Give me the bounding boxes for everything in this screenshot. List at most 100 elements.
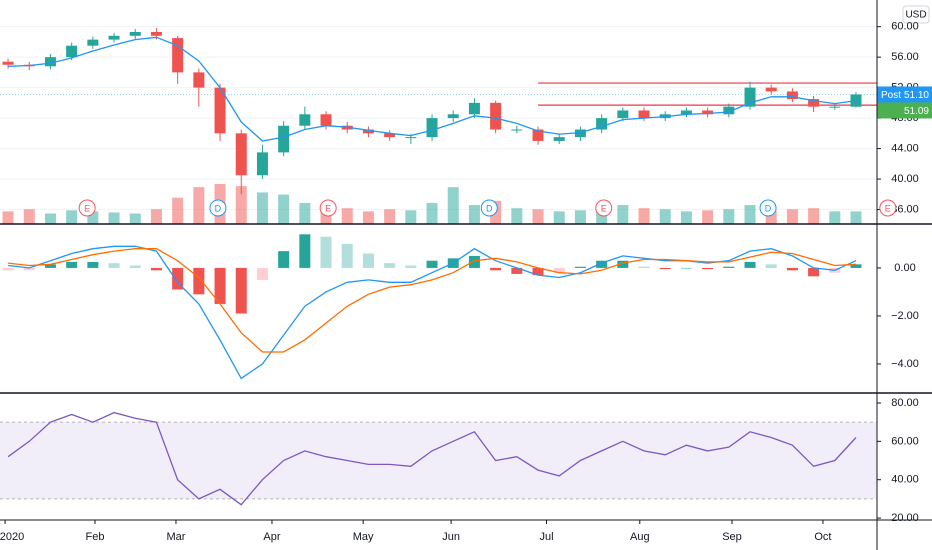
volume-bar <box>87 211 99 224</box>
volume-bar <box>2 211 14 224</box>
rsi-line <box>7 411 857 506</box>
histogram-bar <box>426 260 438 268</box>
event-label: D <box>486 203 493 213</box>
histogram-bar <box>129 265 141 268</box>
histogram-bar <box>150 267 162 271</box>
candle-body <box>66 45 78 58</box>
histogram-bar <box>44 264 56 268</box>
candle-body <box>765 87 777 92</box>
macd-line <box>8 248 857 353</box>
event-marker <box>879 199 897 217</box>
volume-bar <box>744 205 756 224</box>
candle-body <box>723 106 735 115</box>
y-tick-label: −2.00 <box>891 310 919 322</box>
currency: USD <box>905 10 926 21</box>
y-tick-label: −4.00 <box>891 358 919 370</box>
volume-bar <box>278 194 290 224</box>
histogram-bar <box>702 267 714 270</box>
volume-bar <box>362 211 374 224</box>
volume-bar <box>808 208 820 224</box>
candle-body <box>193 72 205 88</box>
volume-bar <box>150 209 162 224</box>
last-price-box <box>877 86 932 103</box>
volume-bar <box>299 202 311 224</box>
volume-bar <box>108 212 120 224</box>
histogram-bar <box>66 261 78 268</box>
histogram-bar <box>384 263 396 268</box>
plot-layer: 36.0040.0044.0048.0052.0056.0060.002020F… <box>0 21 932 543</box>
volume-bar <box>702 210 714 224</box>
histogram-bar <box>765 264 777 268</box>
histogram-bar <box>786 267 798 271</box>
histogram-bar <box>744 261 756 268</box>
x-tick-label: May <box>353 531 374 543</box>
histogram-bar <box>256 267 268 280</box>
candle-body <box>405 137 417 139</box>
histogram-bar <box>320 236 332 268</box>
histogram-bar <box>362 253 374 268</box>
volume-bar <box>256 192 268 224</box>
histogram-bar <box>638 266 650 268</box>
histogram-bar <box>23 267 35 271</box>
x-tick-label: Aug <box>630 531 650 543</box>
volume-bar <box>384 209 396 224</box>
volume-bar <box>66 210 78 224</box>
candle-body <box>87 39 99 46</box>
histogram-bar <box>108 263 120 268</box>
event-label: E <box>325 203 331 213</box>
candle-body <box>532 129 544 141</box>
volume-bar <box>44 213 56 224</box>
candle-body <box>2 61 14 65</box>
candle-body <box>702 110 714 115</box>
volume-bar <box>553 211 565 224</box>
candle-body <box>617 110 629 119</box>
volume-bar <box>426 202 438 224</box>
event-marker <box>595 199 613 217</box>
ma-label-box <box>877 102 932 119</box>
histogram-bar <box>341 243 353 268</box>
candle-body <box>214 87 226 134</box>
event-marker <box>759 199 777 217</box>
event-marker <box>209 199 227 217</box>
histogram-bar <box>405 265 417 268</box>
histogram-bar <box>299 234 311 268</box>
candle-body <box>511 129 523 131</box>
y-tick-label: 56.00 <box>891 51 919 63</box>
volume-bar <box>511 208 523 224</box>
ma-label: 51.09 <box>904 106 929 117</box>
volume-bar <box>850 211 862 224</box>
volume-bar <box>447 187 459 224</box>
rsi-band <box>0 422 877 499</box>
event-marker <box>319 199 337 217</box>
histogram-bar <box>617 260 629 268</box>
candle-body <box>44 57 56 67</box>
event-marker <box>78 199 96 217</box>
candle-body <box>850 94 862 107</box>
volume-bar <box>193 187 205 224</box>
event-label: D <box>765 203 772 213</box>
candle-body <box>829 106 841 108</box>
candle-body <box>150 32 162 36</box>
x-tick-label: Apr <box>263 531 280 543</box>
y-tick-label: 36.00 <box>891 203 919 215</box>
candle-body <box>680 110 692 115</box>
volume-bar <box>468 205 480 224</box>
volume-bar <box>574 210 586 224</box>
candle-body <box>596 118 608 130</box>
x-tick-label: Mar <box>166 531 185 543</box>
candle-body <box>172 38 184 73</box>
candle-body <box>574 129 586 138</box>
volume-bar <box>172 197 184 224</box>
candle-body <box>786 91 798 100</box>
x-tick-label: Feb <box>85 531 104 543</box>
currency-box[interactable] <box>902 5 930 24</box>
candle-body <box>362 129 374 134</box>
histogram-bar <box>574 266 586 268</box>
y-tick-label: 80.00 <box>891 397 919 409</box>
candle-body <box>426 118 438 138</box>
histogram-bar <box>850 264 862 268</box>
x-tick-label: 2020 <box>0 531 24 543</box>
volume-bar <box>723 209 735 224</box>
last-price-label: 51.10 <box>904 90 929 101</box>
candle-body <box>235 133 247 176</box>
